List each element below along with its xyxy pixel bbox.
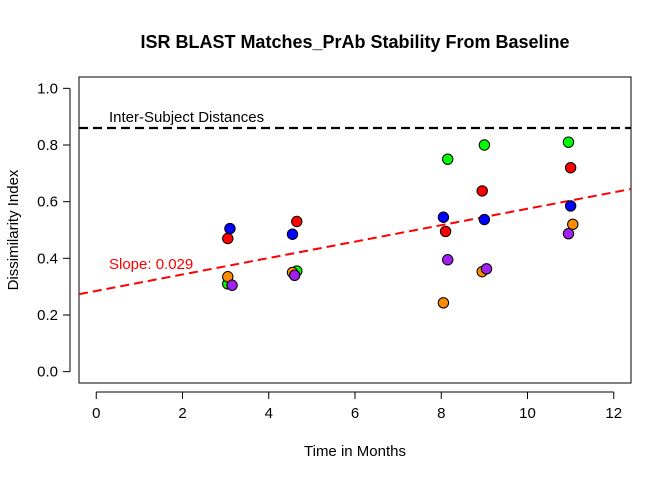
x-tick-label: 4 [265,405,273,422]
chart-title: ISR BLAST Matches_PrAb Stability From Ba… [140,32,569,52]
data-point-red [476,185,488,197]
regression-line-group [78,188,632,296]
x-axis-label: Time in Months [304,443,406,460]
y-tick-label: 0.8 [37,137,58,154]
y-axis-label: Dissimilarity Index [5,169,22,290]
regression-line [78,188,632,296]
data-point-orange [437,297,450,309]
x-tick-label: 8 [437,405,445,422]
x-axis: 0 2 4 6 8 10 12 [92,391,622,422]
data-point-purple [480,263,493,275]
data-point-red [564,161,577,174]
x-tick-label: 10 [519,405,536,422]
data-point-red [291,215,303,228]
data-point-green [562,136,575,148]
x-tick-label: 0 [92,405,100,422]
y-tick-label: 0.2 [37,307,58,324]
data-point-blue [564,200,577,212]
y-tick-label: 0.0 [37,364,58,381]
data-point-blue [224,222,236,235]
data-point-blue [437,211,450,223]
data-point-purple [288,269,301,282]
data-point-purple [226,279,238,291]
data-point-purple [442,254,454,266]
x-tick-label: 12 [605,405,622,422]
data-point-orange [567,218,579,231]
reference-line-label: Inter-Subject Distances [109,109,264,126]
x-tick-label: 6 [351,405,359,422]
data-point-red [439,225,452,238]
y-tick-label: 0.6 [37,194,58,211]
slope-annotation: Slope: 0.029 [109,256,193,273]
data-point-red [222,232,234,245]
data-points [222,136,579,309]
data-point-blue [478,213,491,226]
x-tick-label: 2 [178,405,186,422]
plot-frame [78,76,632,384]
data-point-green [442,153,454,165]
data-point-purple [562,227,575,240]
y-tick-label: 0.4 [37,250,58,267]
y-tick-label: 1.0 [37,80,58,97]
data-point-green [478,139,491,151]
y-axis: 0.0 0.2 0.4 0.6 0.8 1.0 [37,80,71,381]
data-point-blue [286,228,299,240]
